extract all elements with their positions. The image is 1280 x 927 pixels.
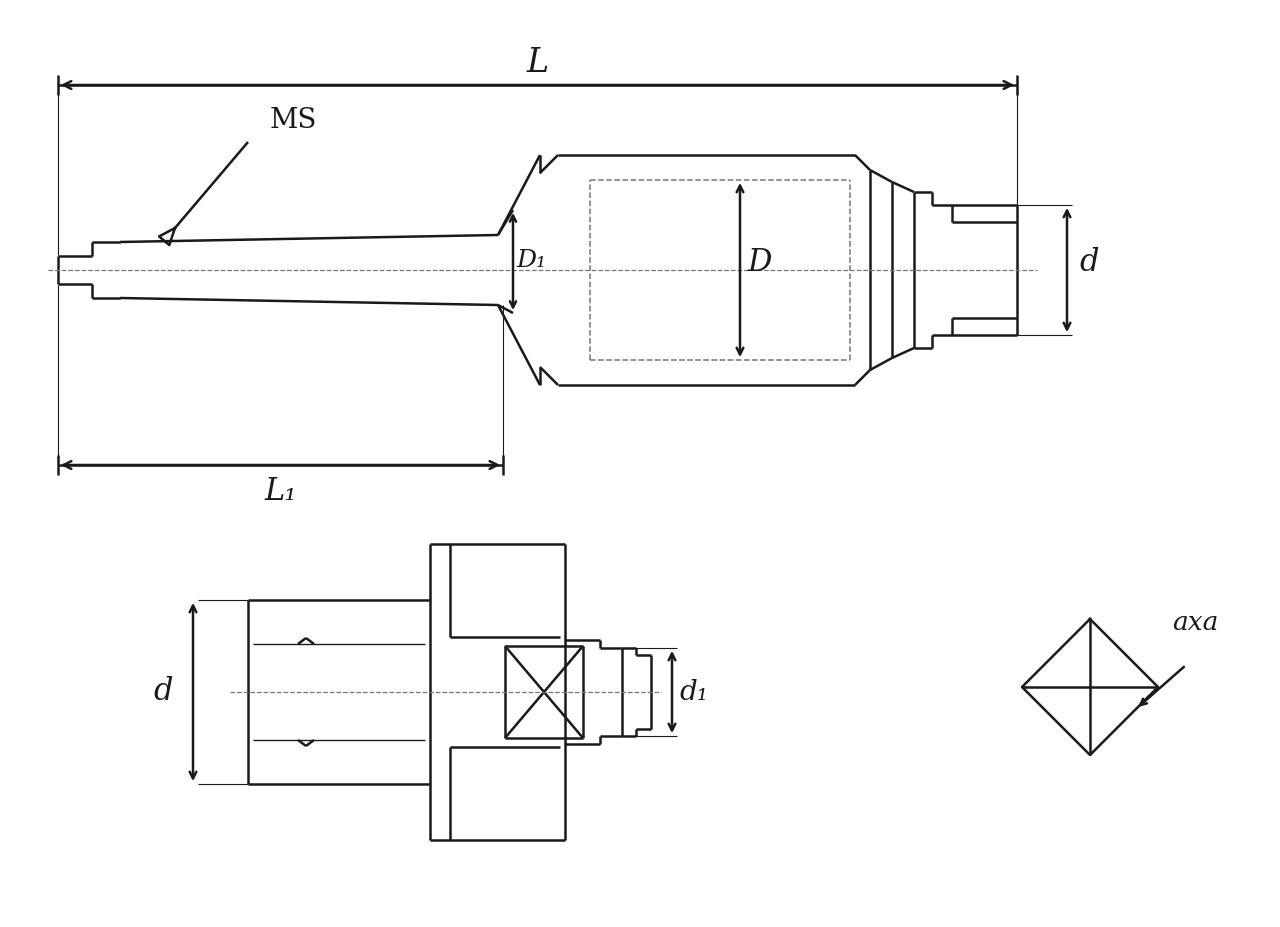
Text: D: D: [748, 247, 772, 277]
Text: L₁: L₁: [264, 476, 297, 506]
Text: d: d: [1079, 247, 1098, 277]
Text: MS: MS: [270, 107, 317, 134]
Text: d₁: d₁: [680, 679, 708, 705]
Text: d: d: [154, 677, 173, 707]
Text: D₁: D₁: [516, 248, 547, 272]
Text: axa: axa: [1172, 610, 1219, 635]
Text: L: L: [526, 47, 549, 79]
